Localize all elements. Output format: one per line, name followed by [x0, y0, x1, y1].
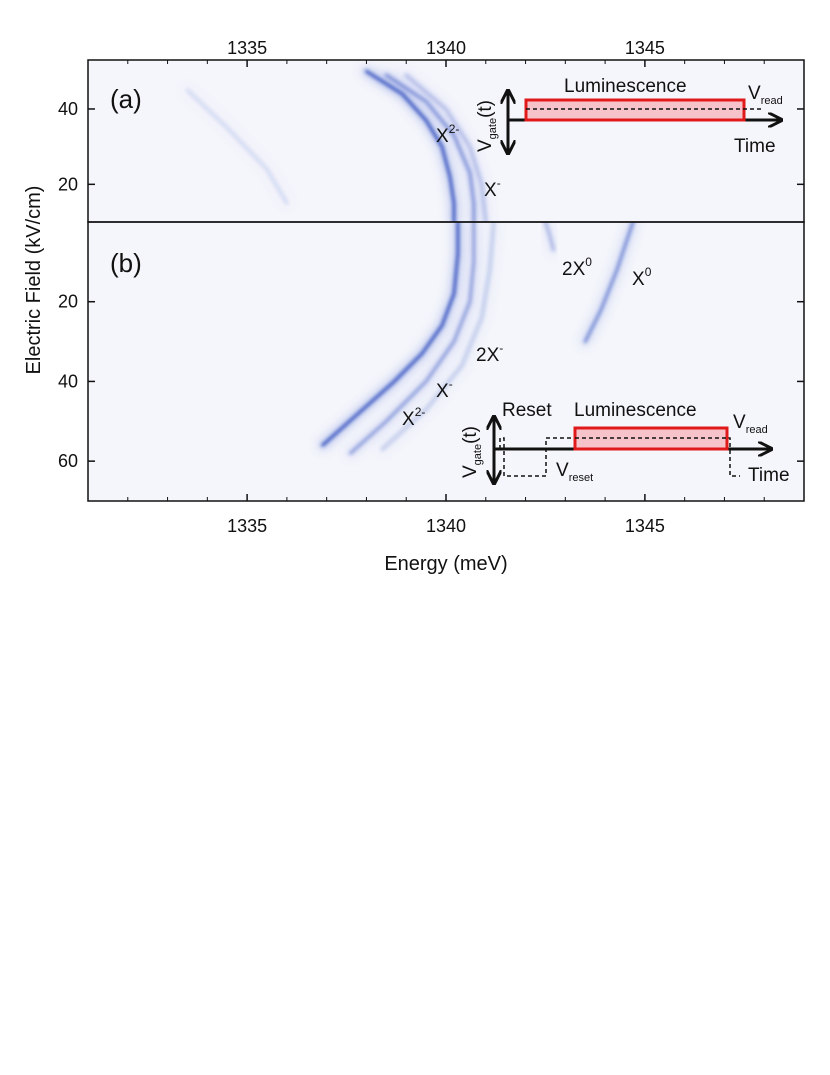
y-tick-label: 40	[58, 371, 78, 391]
peak-label-b-xminus: X-	[436, 377, 453, 402]
x-axis-title: Energy (meV)	[384, 553, 507, 575]
inset-b-vreset-label: Vreset	[556, 460, 593, 484]
inset-b-reset-pulse	[499, 437, 740, 477]
inset-b-luminescence-label: Luminescence	[574, 400, 697, 421]
inset-a-vread-label: Vread	[748, 83, 783, 107]
panel-a-background	[88, 60, 804, 222]
peak-label-a-x2minus: X2-	[436, 122, 459, 147]
streak-core-faint	[185, 88, 289, 205]
panel-b-heatmap	[317, 222, 638, 459]
streak-core-x2-	[364, 69, 456, 222]
inset-a-luminescence-label: Luminescence	[564, 76, 687, 97]
inset-b-vread-label: Vread	[733, 412, 768, 436]
inset-b-reset-label: Reset	[502, 400, 552, 421]
streak-core-x2-	[384, 73, 476, 222]
streak-core-x2-	[321, 222, 460, 447]
inset-a-vgate-label: Vgate(t)	[475, 100, 499, 152]
streak-core-x-	[404, 73, 488, 222]
panel-b-label: (b)	[110, 248, 142, 278]
panel-a-label: (a)	[110, 84, 142, 114]
axes: 1335 1335 1340 1340 1345 1345 20 40 20 40 60	[58, 38, 805, 536]
x-top-tick-label: 1335	[227, 38, 267, 58]
x-top-tick-label: 1345	[625, 38, 665, 58]
inset-b-time-label: Time	[748, 465, 790, 486]
y-tick-label: 60	[58, 451, 78, 471]
inset-b-vgate-label: Vgate(t)	[460, 426, 484, 478]
streak-core-2x-	[380, 222, 496, 451]
x-bottom-tick-label: 1335	[227, 516, 267, 536]
streak-core-x-	[348, 222, 476, 455]
peak-label-b-x2minus: X2-	[402, 405, 425, 430]
inset-b-timing-diagram: Reset Luminescence Vread Vreset Time Vga…	[460, 400, 790, 486]
peak-label-b-2x0: 2X0	[562, 255, 592, 280]
streak-core-2x0	[543, 222, 555, 252]
streak-core-x0	[583, 222, 635, 344]
peak-label-b-x0: X0	[632, 265, 652, 290]
inset-a-luminescence-pulse	[524, 98, 746, 122]
x-bottom-tick-label: 1340	[426, 516, 466, 536]
panel-a-heatmap	[182, 66, 491, 222]
y-tick-label: 20	[58, 292, 78, 312]
y-tick-label: 40	[58, 99, 78, 119]
y-tick-label: 20	[58, 174, 78, 194]
peak-label-a-xminus: X-	[484, 176, 501, 201]
x-bottom-tick-label: 1345	[625, 516, 665, 536]
inset-a-timing-diagram: Luminescence Vread Time Vgate(t)	[475, 76, 783, 157]
inset-a-time-label: Time	[734, 136, 776, 157]
y-axis-title: Electric Field (kV/cm)	[23, 186, 45, 375]
x-top-tick-label: 1340	[426, 38, 466, 58]
peak-label-b-2xminus: 2X-	[476, 341, 503, 366]
